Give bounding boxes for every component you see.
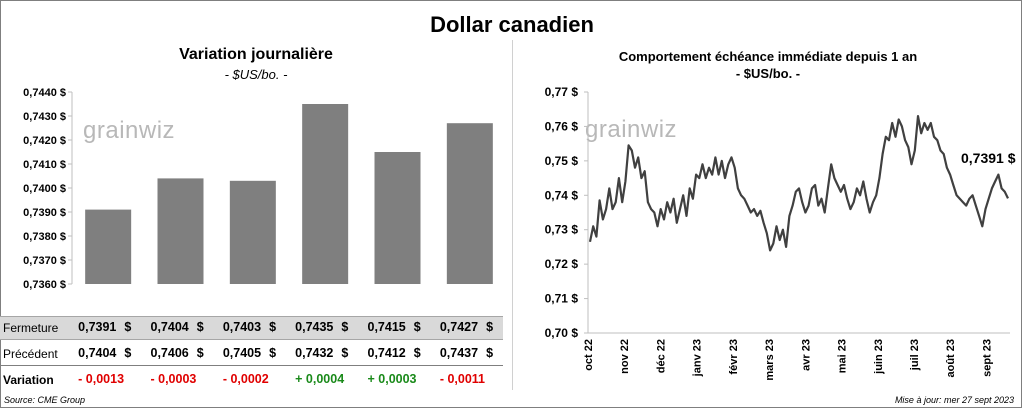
- left-x-tick-label: juin 24: [449, 299, 490, 300]
- right-y-tick-label: 0,72 $: [545, 257, 579, 271]
- last-value-label: 0,7391 $: [961, 150, 1016, 166]
- left-y-tick-label: 0,7420 $: [23, 135, 66, 147]
- left-bar-chart: 0,7360 $ 0,7370 $ 0,7380 $ 0,7390 $ 0,7400 $…: [23, 87, 493, 300]
- right-chart-subtitle: - $US/bo. -: [735, 66, 801, 81]
- source-note: Source: CME Group: [4, 395, 86, 405]
- bar: [302, 104, 349, 284]
- update-note: Mise à jour: mer 27 sept 2023: [894, 395, 1014, 405]
- left-chart-title: Variation journalière: [179, 46, 333, 63]
- left-y-tick-label: 0,7360 $: [23, 279, 66, 291]
- variation-value: + 0,0003: [367, 372, 417, 386]
- bar: [229, 180, 276, 284]
- right-x-tick-label: juil 23: [909, 339, 921, 371]
- bar: [85, 209, 132, 284]
- left-y-tick-label: 0,7380 $: [23, 231, 66, 243]
- right-chart-title: Comportement échéance immédiate depuis 1…: [618, 49, 918, 64]
- table-cell: 0,7427 $: [439, 320, 494, 334]
- table-row-label: Fermeture: [3, 321, 59, 335]
- bar: [446, 123, 493, 284]
- right-x-tick-label: nov 22: [619, 339, 631, 374]
- left-x-tick-label: déc 23: [233, 299, 272, 300]
- variation-label: Variation: [3, 373, 54, 387]
- left-x-tick-label: janv 24: [303, 299, 346, 300]
- left-chart-subtitle: - $US/bo. -: [224, 67, 288, 82]
- right-x-tick-label: août 23: [945, 339, 957, 378]
- table-cell: 0,7412 $: [367, 346, 421, 360]
- variation-value: - 0,0011: [439, 372, 486, 386]
- right-y-tick-label: 0,73 $: [545, 223, 579, 237]
- right-y-tick-label: 0,76 $: [545, 119, 579, 133]
- variation-value: - 0,0013: [78, 372, 125, 386]
- left-y-tick-label: 0,7410 $: [23, 159, 66, 171]
- table-cell: 0,7432 $: [295, 346, 349, 360]
- right-x-tick-label: mars 23: [764, 339, 776, 381]
- right-x-tick-label: sept 23: [981, 339, 993, 377]
- left-y-tick-label: 0,7390 $: [23, 207, 66, 219]
- main-title: Dollar canadien: [430, 12, 594, 37]
- table-row-label: Précédent: [3, 347, 58, 361]
- left-y-tick-label: 0,7400 $: [23, 183, 66, 195]
- right-x-tick-label: févr 23: [728, 339, 740, 374]
- left-watermark: grainwiz: [83, 117, 176, 144]
- right-y-tick-label: 0,74 $: [545, 188, 579, 202]
- table-cell: 0,7391 $: [78, 320, 132, 334]
- right-y-tick-label: 0,77 $: [545, 85, 579, 99]
- left-y-tick-label: 0,7430 $: [23, 111, 66, 123]
- right-x-tick-label: janv 23: [692, 339, 704, 377]
- variation-value: - 0,0003: [150, 372, 197, 386]
- right-watermark: grainwiz: [585, 116, 678, 143]
- right-x-tick-label: avr 23: [800, 339, 812, 371]
- left-x-tick-label: oct 23: [90, 299, 126, 300]
- table-rule: [0, 365, 503, 366]
- right-x-tick-label: mai 23: [837, 339, 849, 373]
- table-row-fermeture-bg: [0, 316, 503, 340]
- table-cell: 0,7405 $: [222, 346, 277, 360]
- table-cell: 0,7437 $: [439, 346, 494, 360]
- series-line: [588, 114, 1009, 252]
- table-cell: 0,7435 $: [295, 320, 349, 334]
- bar: [374, 152, 421, 284]
- right-y-tick-label: 0,71 $: [545, 292, 579, 306]
- left-y-tick-label: 0,7370 $: [23, 255, 66, 267]
- table-cell: 0,7404 $: [78, 346, 132, 360]
- variation-value: + 0,0004: [295, 372, 345, 386]
- left-y-tick-label: 0,7440 $: [23, 87, 66, 99]
- left-x-tick-label: nov 23: [161, 299, 201, 300]
- panel-divider: [512, 40, 513, 390]
- right-y-tick-label: 0,70 $: [545, 326, 579, 340]
- right-x-tick-label: déc 22: [655, 339, 667, 373]
- right-y-tick-label: 0,75 $: [545, 154, 579, 168]
- right-x-tick-label: oct 22: [583, 339, 595, 371]
- table-cell: 0,7404 $: [150, 320, 204, 334]
- table-cell: 0,7415 $: [367, 320, 421, 334]
- table-cell: 0,7406 $: [150, 346, 204, 360]
- left-x-tick-label: mars 24: [374, 299, 421, 300]
- variation-value: - 0,0002: [222, 372, 269, 386]
- bar: [157, 178, 204, 284]
- right-x-tick-label: juin 23: [873, 339, 885, 375]
- table-cell: 0,7403 $: [222, 320, 277, 334]
